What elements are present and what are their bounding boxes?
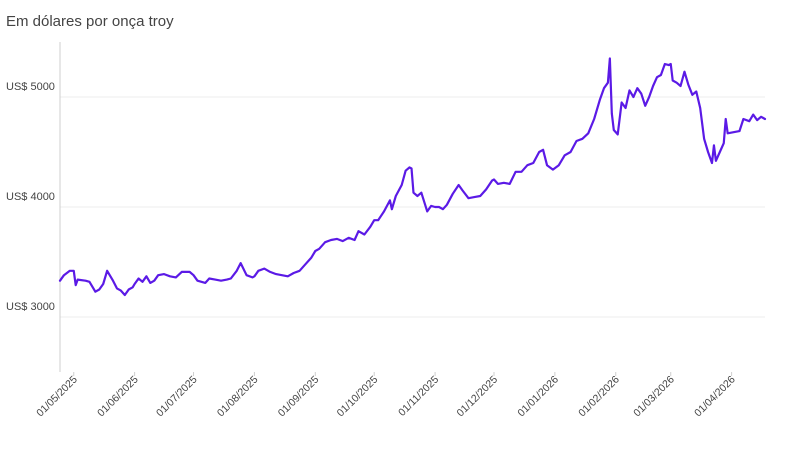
x-tick-label: 01/01/2026 <box>515 374 561 420</box>
x-tick-label: 01/09/2025 <box>276 374 322 420</box>
series-line <box>58 57 767 297</box>
x-tick-label: 01/03/2026 <box>631 374 677 420</box>
grid-lines <box>60 96 765 318</box>
y-tick-label: US$ 4000 <box>6 191 55 203</box>
axes <box>59 42 733 376</box>
y-tick-label: US$ 3000 <box>6 301 55 313</box>
x-tick-label: 01/02/2026 <box>576 374 622 420</box>
series-layer <box>58 57 767 297</box>
x-tick-label: 01/12/2025 <box>454 374 500 420</box>
x-tick-label: 01/04/2026 <box>692 374 738 420</box>
x-tick-label: 01/07/2025 <box>154 374 200 420</box>
x-tick-label: 01/05/2025 <box>34 374 80 420</box>
x-tick-labels: 01/05/2025 01/06/2025 01/07/2025 01/08/2025… <box>34 374 738 420</box>
y-tick-labels: US$ 3000 US$ 4000 US$ 5000 <box>6 81 55 313</box>
chart-subtitle: Em dólares por onça troy <box>6 13 174 30</box>
x-tick-label: 01/11/2025 <box>396 374 441 419</box>
y-tick-label: US$ 5000 <box>6 81 55 93</box>
x-tick-label: 01/08/2025 <box>215 374 261 420</box>
x-tick-label: 01/10/2025 <box>335 374 381 420</box>
x-tick-label: 01/06/2025 <box>95 374 141 420</box>
